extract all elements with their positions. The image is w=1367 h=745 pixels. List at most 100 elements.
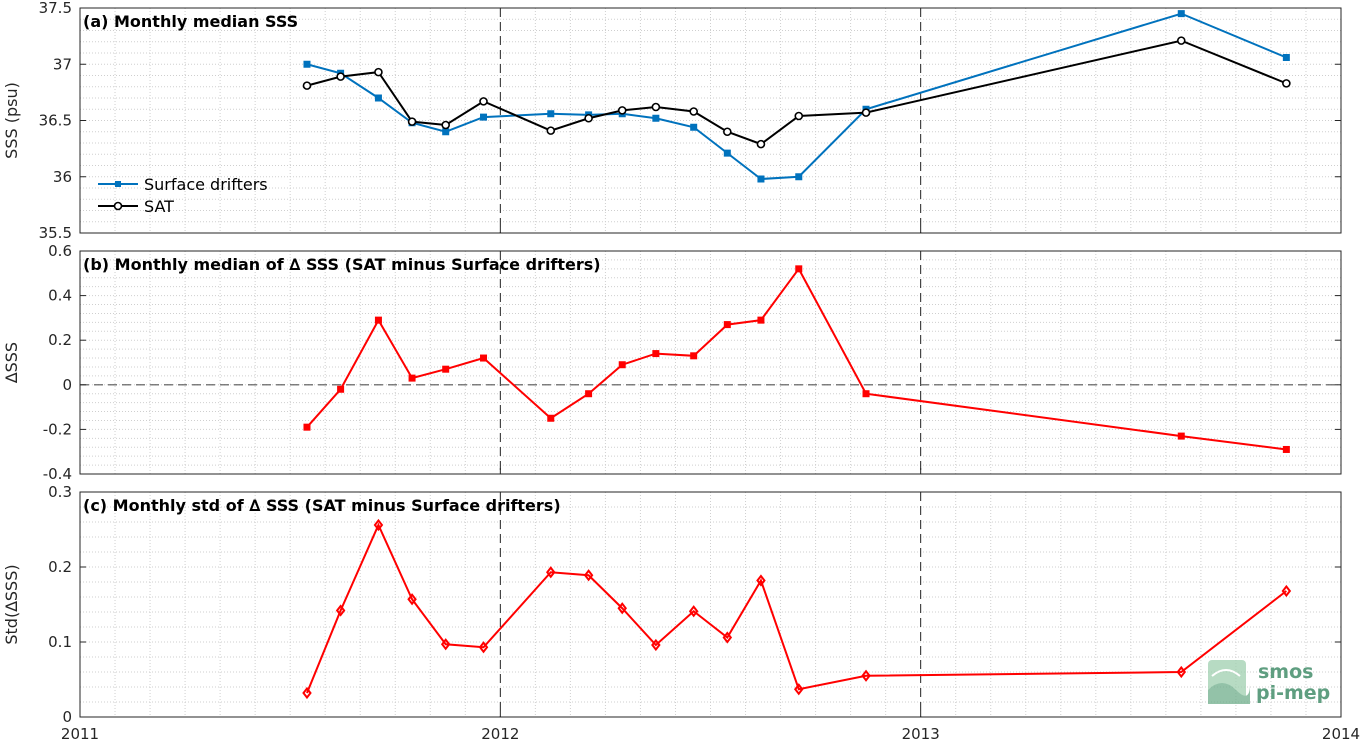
data-point-circle — [1176, 36, 1186, 45]
legend-label: SAT — [144, 197, 174, 216]
x-tick-label: 2011 — [61, 725, 99, 743]
data-point-diamond — [1281, 584, 1292, 598]
y-tick-label: 35.5 — [39, 224, 72, 242]
y-axis-label: Std(∆SSS) — [2, 564, 21, 644]
data-point-circle — [374, 67, 383, 77]
data-point-square — [1177, 432, 1185, 440]
data-point-square — [723, 149, 731, 157]
y-tick-label: 0.1 — [48, 633, 72, 651]
data-point-square — [862, 390, 870, 398]
data-point-diamond — [1176, 665, 1187, 679]
data-point-square — [757, 316, 765, 324]
legend: Surface drifters SAT — [98, 175, 268, 216]
logo-line1: smos — [1258, 661, 1313, 683]
data-point-circle — [336, 72, 345, 81]
data-point-diamond — [861, 669, 871, 682]
y-tick-label: 0.2 — [48, 331, 72, 349]
x-tick-label: 2012 — [481, 725, 519, 743]
data-point-diamond — [583, 569, 594, 582]
data-point-circle — [861, 108, 871, 117]
data-point-square — [652, 114, 660, 122]
data-point-diamond — [302, 686, 312, 700]
data-point-circle — [617, 106, 627, 115]
y-tick-label: 0 — [62, 708, 72, 726]
data-point-circle — [1282, 79, 1291, 88]
data-point-diamond — [794, 683, 804, 696]
data-point-square — [303, 60, 311, 68]
data-point-square — [723, 321, 731, 329]
data-point-square — [1177, 10, 1185, 18]
data-point-square — [442, 365, 450, 373]
data-point-square — [480, 354, 488, 362]
data-point-square — [442, 128, 450, 136]
plot-frame — [79, 491, 1342, 718]
data-point-circle — [407, 117, 417, 126]
data-point-square — [1282, 445, 1290, 453]
data-point-square — [303, 423, 311, 431]
data-point-square — [652, 350, 660, 358]
y-tick-label: 37.5 — [39, 0, 72, 17]
data-point-circle — [441, 120, 450, 130]
data-point-square — [1282, 54, 1290, 61]
data-point-square — [374, 316, 382, 324]
legend-label: Surface drifters — [144, 175, 268, 194]
series-1 — [302, 518, 1292, 700]
data-point-square — [795, 173, 803, 181]
y-tick-label: 37 — [53, 55, 72, 73]
panel-title: (c) Monthly std of ∆ SSS (SAT minus Surf… — [83, 496, 561, 515]
data-point-diamond — [407, 593, 417, 606]
data-point-diamond — [688, 605, 699, 618]
plot-frame — [79, 7, 1342, 234]
data-point-circle — [584, 113, 593, 123]
y-tick-label: 0.6 — [48, 242, 72, 260]
legend-marker-circle — [113, 201, 123, 211]
y-tick-label: 0 — [62, 376, 72, 394]
data-point-diamond — [335, 604, 346, 617]
data-point-circle — [723, 127, 732, 137]
data-point-diamond — [546, 566, 556, 579]
panel-2: -0.4 -0.2 0 0.2 0.4 0.6 ∆SSS (b) Monthly median… — [2, 242, 1342, 483]
data-point-circle — [479, 97, 488, 106]
panel-1: 35.5 36 36.5 37 37.5 SSS (psu) (a) Monthly med… — [2, 0, 1342, 242]
data-point-square — [690, 352, 698, 360]
x-tick-label: 2013 — [902, 725, 940, 743]
y-tick-label: 36.5 — [39, 112, 72, 130]
plot-background — [80, 492, 1341, 717]
y-tick-label: -0.2 — [43, 420, 72, 438]
series-1 — [303, 265, 1290, 453]
data-point-square — [374, 94, 382, 102]
data-point-diamond — [756, 574, 766, 587]
series-2 — [302, 36, 1291, 149]
logo: smos pi-mep — [1208, 660, 1330, 704]
panel-3: 0 0.1 0.2 0.3 2011 2012 2013 2014 Std(∆SSS) (c) M… — [2, 483, 1360, 743]
data-point-square — [408, 374, 416, 382]
legend-marker-square — [115, 181, 121, 187]
logo-line2: pi-mep — [1256, 682, 1330, 704]
data-point-square — [757, 175, 765, 183]
data-point-diamond — [440, 638, 451, 651]
y-tick-label: 0.3 — [48, 483, 72, 501]
data-point-diamond — [651, 638, 661, 652]
data-point-circle — [756, 139, 766, 149]
x-tick-label: 2014 — [1322, 725, 1360, 743]
data-point-square — [547, 414, 555, 422]
data-point-square — [547, 110, 555, 118]
data-point-circle — [794, 111, 804, 121]
data-point-square — [480, 113, 488, 121]
y-tick-label: 0.2 — [48, 558, 72, 576]
panel-title: (a) Monthly median SSS — [83, 12, 298, 31]
data-point-diamond — [617, 602, 627, 615]
y-tick-label: -0.4 — [43, 465, 72, 483]
panel-title: (b) Monthly median of ∆ SSS (SAT minus S… — [83, 255, 601, 274]
y-axis-label: ∆SSS — [2, 342, 21, 384]
data-point-square — [618, 361, 626, 369]
data-point-square — [690, 123, 698, 131]
data-point-circle — [689, 107, 698, 116]
data-point-circle — [651, 102, 661, 112]
data-point-diamond — [478, 641, 489, 654]
y-tick-label: 0.4 — [48, 287, 72, 305]
data-point-square — [585, 390, 593, 398]
series-line — [306, 522, 1287, 694]
data-point-square — [795, 265, 803, 273]
